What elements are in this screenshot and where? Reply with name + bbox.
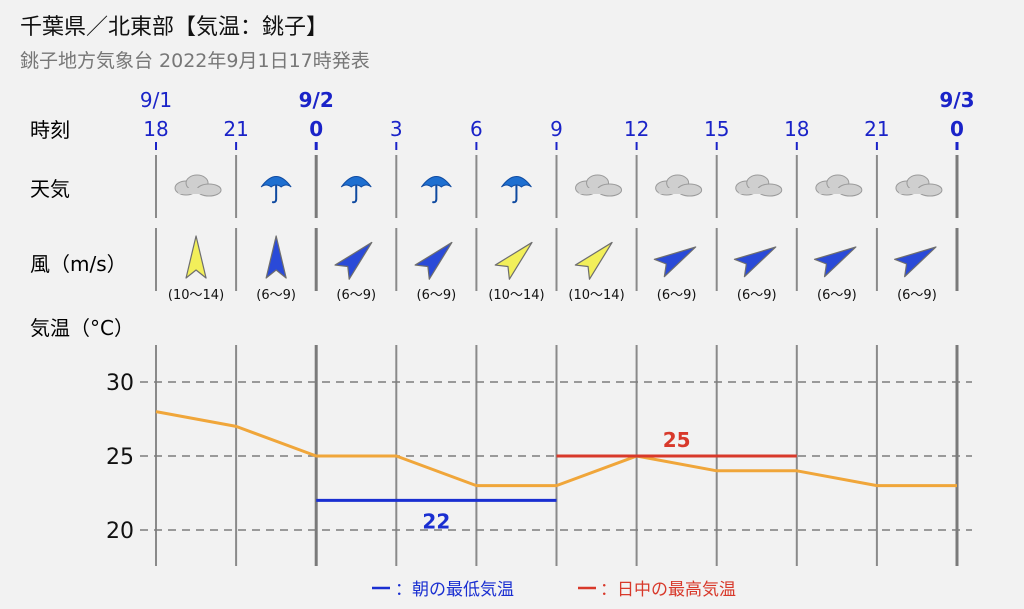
cloud-icon (895, 174, 943, 197)
wind-speed-label: (10〜14) (568, 288, 624, 303)
legend: ：朝の最低気温 ：日中の最高気温 (372, 580, 736, 600)
y-tick-label: 30 (106, 371, 134, 396)
hour-label: 9 (550, 117, 563, 141)
date-label: 9/1 (140, 88, 172, 112)
cloud-icon (575, 174, 623, 197)
umbrella-icon (501, 176, 532, 204)
max-temp-label: 25 (663, 428, 691, 452)
hour-label: 6 (470, 117, 483, 141)
row-label-weather: 天気 (30, 177, 70, 201)
cloud-icon (815, 174, 863, 197)
wind-speed-label: (6〜9) (817, 288, 857, 303)
hour-label: 18 (784, 117, 809, 141)
page-subtitle: 銚子地方気象台 2022年9月1日17時発表 (20, 50, 370, 72)
wind-arrow-icon (733, 246, 777, 278)
wind-arrow-icon (265, 235, 287, 279)
hour-label: 21 (864, 117, 889, 141)
wind-speed-label: (6〜9) (737, 288, 777, 303)
min-temp-label: 22 (422, 509, 450, 533)
hour-label: 0 (950, 117, 964, 141)
umbrella-icon (260, 176, 292, 204)
wind-speed-label: (6〜9) (256, 288, 296, 303)
umbrella-icon (420, 176, 452, 204)
cloud-icon (735, 174, 783, 197)
umbrella-icon (340, 176, 372, 204)
hour-label: 21 (223, 117, 248, 141)
wind-arrow-icon (813, 246, 857, 278)
cloud-icon (174, 174, 222, 197)
wind-arrow-icon (414, 241, 453, 280)
date-label: 9/3 (939, 88, 974, 112)
date-label: 9/2 (299, 88, 334, 112)
hour-label: 12 (624, 117, 649, 141)
wind-speed-label: (10〜14) (168, 288, 224, 303)
wind-speed-label: (6〜9) (417, 288, 457, 303)
y-tick-label: 25 (106, 445, 134, 470)
wind-speed-label: (10〜14) (488, 288, 544, 303)
wind-arrow-icon (894, 246, 937, 278)
hour-label: 15 (704, 117, 729, 141)
temperature-line (155, 410, 957, 488)
hour-label: 3 (390, 117, 403, 141)
wind-speed-label: (6〜9) (657, 288, 697, 303)
hour-label: 18 (143, 117, 168, 141)
y-tick-label: 20 (106, 519, 134, 544)
wind-arrow-icon (494, 241, 533, 280)
cloud-icon (655, 174, 703, 197)
wind-speed-label: (6〜9) (336, 288, 376, 303)
legend-max-label: ：日中の最高気温 (600, 580, 736, 600)
wind-arrow-icon (185, 235, 207, 279)
wind-speed-label: (6〜9) (897, 288, 937, 303)
hour-label: 0 (309, 117, 323, 141)
page-title: 千葉県／北東部【気温：銚子】 (20, 15, 329, 40)
wind-arrow-icon (653, 246, 697, 278)
wind-arrow-icon (574, 241, 613, 280)
wind-arrow-icon (334, 241, 373, 280)
row-label-temperature: 気温（°C） (30, 316, 134, 340)
legend-min-label: ：朝の最低気温 (395, 580, 514, 600)
row-label-time: 時刻 (30, 118, 70, 142)
row-label-wind: 風（m/s） (30, 252, 127, 276)
